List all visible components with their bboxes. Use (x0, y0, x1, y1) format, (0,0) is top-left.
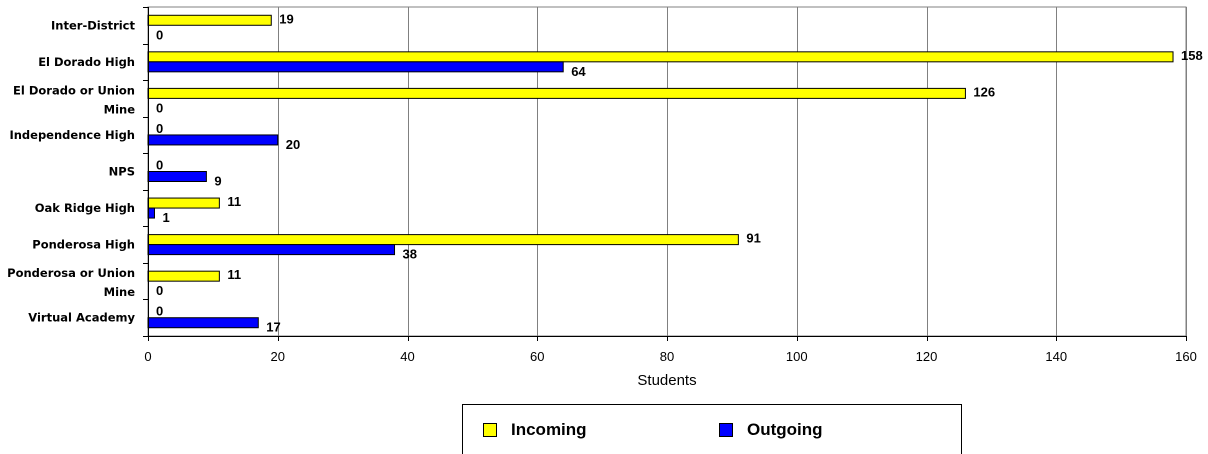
data-label-outgoing: 1 (162, 210, 169, 225)
legend-item-incoming: Incoming (483, 420, 587, 440)
x-tick-label: 60 (530, 349, 544, 364)
data-label-outgoing: 17 (266, 320, 280, 335)
x-tick-label: 80 (660, 349, 674, 364)
bar-outgoing (147, 134, 279, 146)
data-label-outgoing: 20 (286, 137, 300, 152)
category-label: Ponderosa or Union Mine (7, 266, 135, 299)
bar-incoming (147, 234, 739, 246)
bar-outgoing (147, 61, 564, 73)
x-tick-label: 20 (271, 349, 285, 364)
category-label: Virtual Academy (28, 311, 135, 325)
data-label-outgoing: 0 (156, 27, 163, 42)
bar-incoming (147, 14, 272, 26)
data-label-incoming: 0 (156, 158, 163, 173)
legend: Incoming Outgoing (462, 404, 962, 454)
data-label-outgoing: 64 (571, 64, 586, 79)
category-label-line: El Dorado or Union (13, 83, 135, 97)
x-tick-label: 100 (786, 349, 808, 364)
axes (143, 7, 1187, 341)
data-label-incoming: 11 (227, 267, 241, 282)
x-tick-label: 0 (144, 349, 151, 364)
category-label: NPS (109, 165, 135, 179)
category-label: El Dorado High (38, 55, 135, 69)
bar-incoming (147, 197, 220, 209)
data-label-outgoing: 0 (156, 283, 163, 298)
legend-item-outgoing: Outgoing (719, 420, 823, 440)
data-label-incoming: 11 (227, 194, 241, 209)
bar-outgoing (147, 171, 207, 182)
category-label: Independence High (9, 128, 135, 142)
data-label-incoming: 0 (156, 121, 163, 136)
bar-incoming (147, 51, 1174, 63)
category-label-line: Mine (104, 285, 136, 299)
legend-swatch-outgoing (719, 423, 733, 437)
data-label-incoming: 0 (156, 304, 163, 319)
data-label-incoming: 158 (1181, 48, 1203, 63)
data-label-incoming: 91 (746, 231, 760, 246)
category-label: Oak Ridge High (35, 201, 135, 215)
x-axis-title: Students (637, 372, 696, 389)
x-tick-label: 160 (1175, 349, 1197, 364)
data-label-outgoing: 38 (403, 247, 417, 262)
data-label-incoming: 126 (973, 84, 995, 99)
bar-incoming (147, 270, 220, 282)
x-tick-label: 140 (1045, 349, 1067, 364)
data-label-outgoing: 0 (156, 100, 163, 115)
category-label-line: Mine (104, 102, 136, 116)
legend-label-outgoing: Outgoing (747, 420, 823, 439)
x-tick-label: 40 (400, 349, 414, 364)
legend-swatch-incoming (483, 423, 497, 437)
data-label-outgoing: 9 (214, 174, 221, 189)
data-label-incoming: 19 (279, 11, 293, 26)
bar-outgoing (147, 244, 396, 256)
category-label: Inter-District (51, 18, 135, 32)
legend-label-incoming: Incoming (511, 420, 587, 439)
category-label: Ponderosa High (32, 238, 135, 252)
bar-incoming (147, 87, 966, 99)
category-label: El Dorado or Union Mine (13, 83, 135, 116)
x-tick-label: 120 (916, 349, 938, 364)
bar-outgoing (147, 317, 259, 329)
category-label-line: Ponderosa or Union (7, 266, 135, 280)
